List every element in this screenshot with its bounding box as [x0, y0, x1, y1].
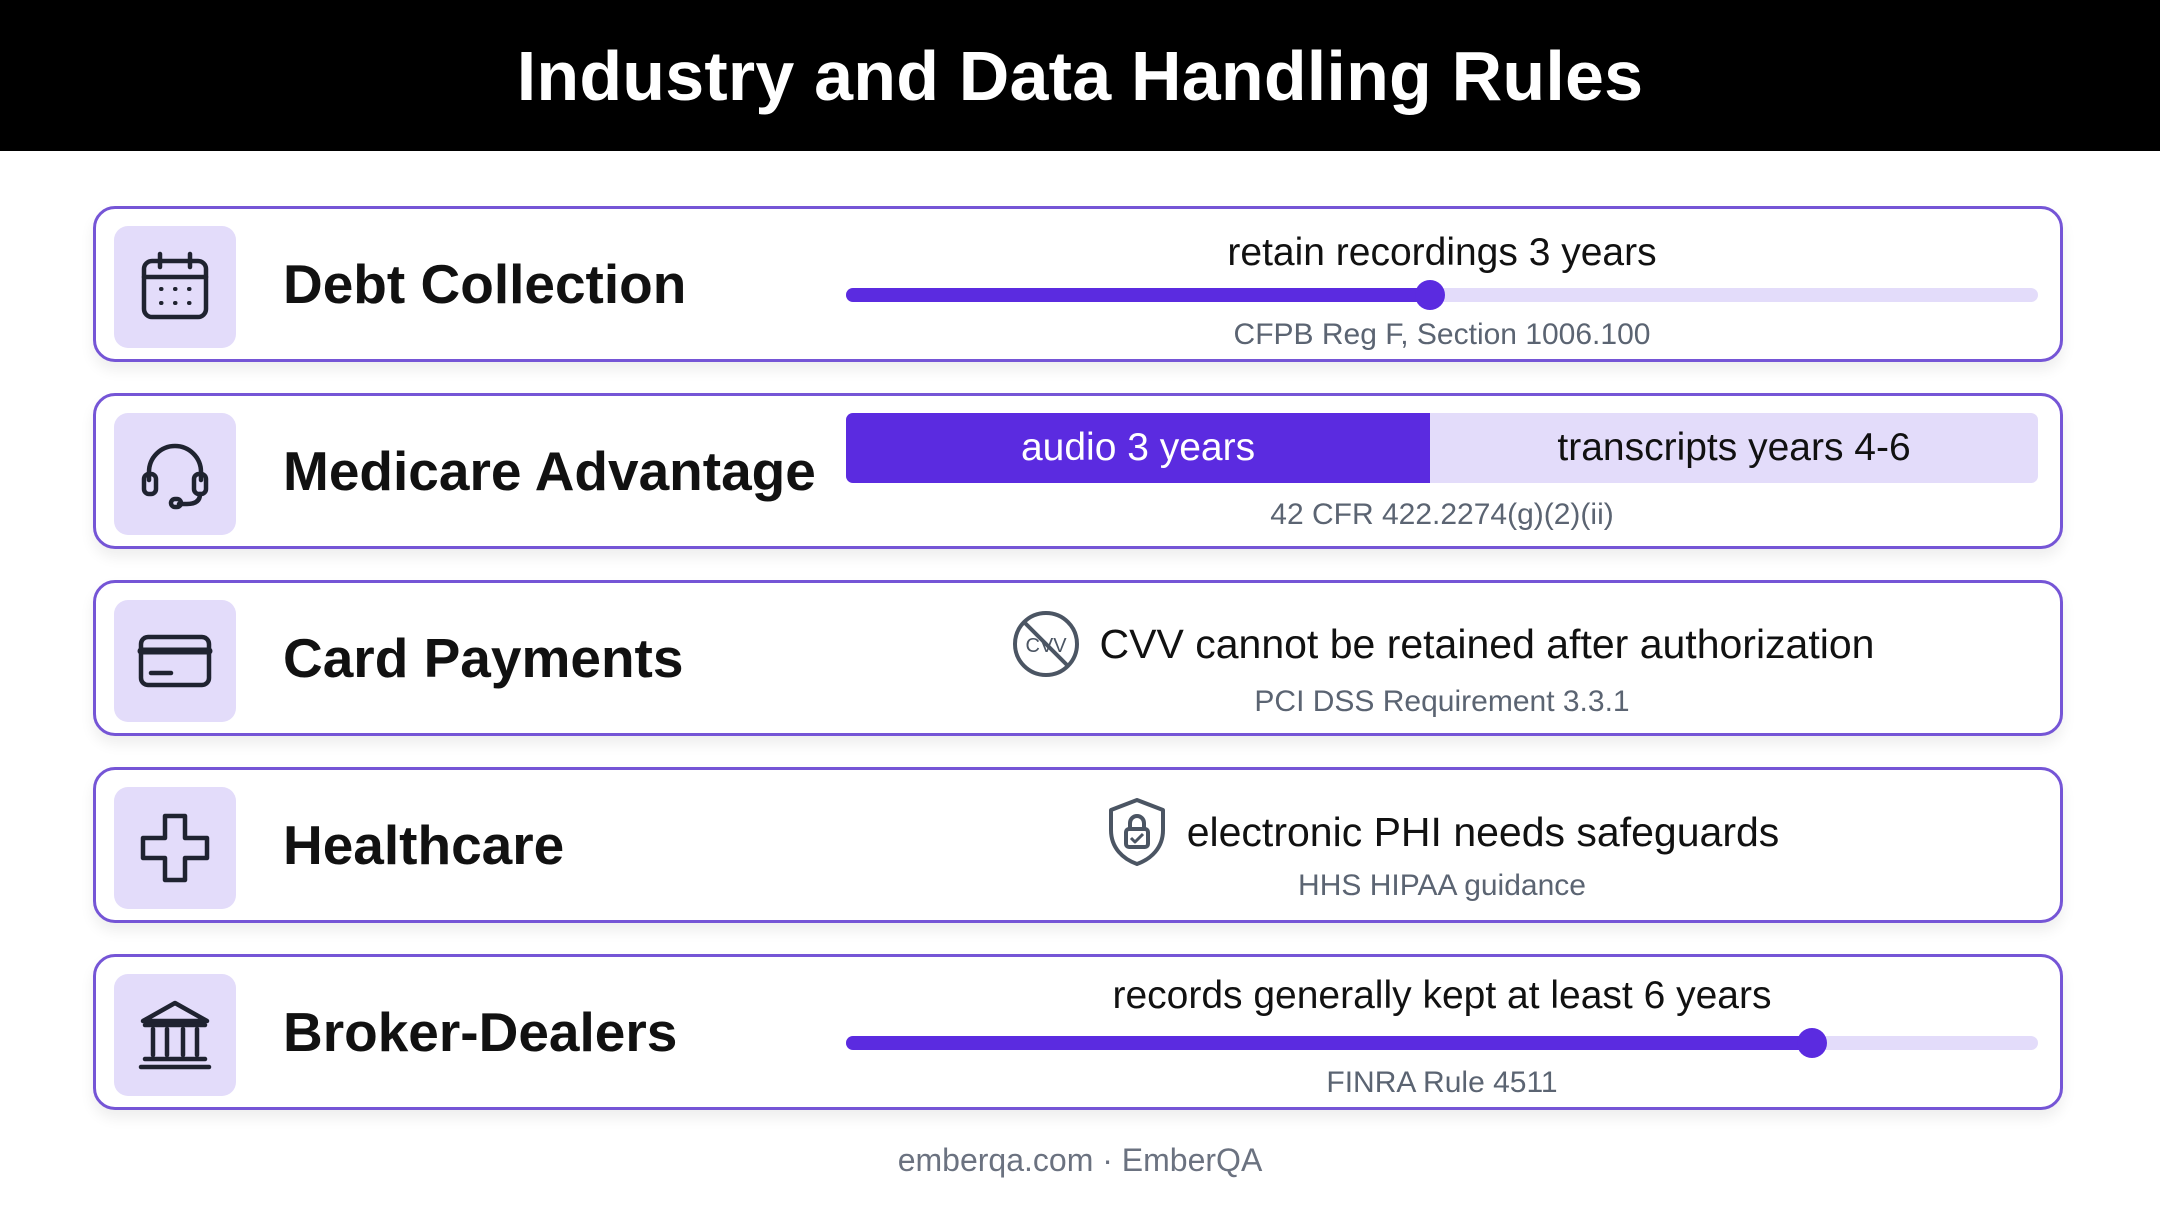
shield-lock-icon: [1108, 798, 1165, 866]
row-title: Debt Collection: [283, 253, 687, 315]
citation: FINRA Rule 4511: [1326, 1066, 1558, 1099]
bar-label: records generally kept at least 6 years: [1112, 974, 1772, 1017]
statement-panel: CVV CVV cannot be retained after authori…: [846, 583, 2038, 733]
progress-knob: [1415, 280, 1446, 310]
row-title: Broker-Dealers: [283, 1001, 678, 1063]
progress-track: [846, 1028, 2038, 1058]
row-title: Medicare Advantage: [283, 440, 816, 502]
statement-text: CVV cannot be retained after authorizati…: [1099, 620, 1875, 667]
statement-line: CVV CVV cannot be retained after authori…: [846, 609, 2038, 679]
rule-card-medicare-advantage: Medicare Advantage audio 3 years transcr…: [93, 393, 2063, 549]
citation: CFPB Reg F, Section 1006.100: [1233, 318, 1651, 351]
rule-card-debt-collection: Debt Collection retain recordings 3 year…: [93, 206, 2063, 362]
icon-tile: [114, 226, 236, 348]
progress-fill: [846, 288, 1431, 302]
bank-icon: [138, 1000, 212, 1070]
no-cvv-icon: CVV: [1012, 611, 1079, 677]
retention-split-panel: audio 3 years transcripts years 4-6 42 C…: [846, 396, 2038, 546]
segment-audio: audio 3 years: [846, 413, 1431, 483]
statement-text: electronic PHI needs safeguards: [1186, 808, 1780, 855]
split-bar: audio 3 years transcripts years 4-6: [846, 413, 2038, 483]
retention-bar-panel: retain recordings 3 years CFPB Reg F, Se…: [846, 209, 2038, 359]
progress-fill: [846, 1036, 1812, 1050]
rule-card-healthcare: Healthcare electronic PHI needs safeguar…: [93, 767, 2063, 923]
icon-tile: [114, 600, 236, 722]
calendar-icon: [141, 251, 209, 320]
statement-line: electronic PHI needs safeguards: [846, 797, 2038, 867]
rule-card-card-payments: Card Payments CVV CVV cannot be retained…: [93, 580, 2063, 736]
statement-panel: electronic PHI needs safeguards HHS HIPA…: [846, 770, 2038, 920]
bar-label: retain recordings 3 years: [1227, 231, 1657, 274]
row-title: Healthcare: [283, 814, 565, 876]
rule-card-broker-dealers: Broker-Dealers records generally kept at…: [93, 954, 2063, 1110]
credit-card-icon: [137, 634, 213, 688]
icon-tile: [114, 787, 236, 909]
retention-bar-panel: records generally kept at least 6 years …: [846, 957, 2038, 1107]
segment-transcripts: transcripts years 4-6: [1557, 426, 1911, 469]
citation: PCI DSS Requirement 3.3.1: [1254, 685, 1630, 718]
progress-knob: [1796, 1028, 1827, 1058]
footer-credit: emberqa.com · EmberQA: [897, 1142, 1263, 1178]
headset-icon: [141, 443, 209, 510]
progress-track: [846, 280, 2038, 310]
citation: 42 CFR 422.2274(g)(2)(ii): [1270, 498, 1614, 531]
header-bar: Industry and Data Handling Rules: [0, 0, 2160, 151]
citation: HHS HIPAA guidance: [1298, 869, 1586, 902]
page-title: Industry and Data Handling Rules: [516, 36, 1644, 115]
medical-cross-icon: [140, 813, 210, 883]
icon-tile: [114, 413, 236, 535]
icon-tile: [114, 974, 236, 1096]
row-title: Card Payments: [283, 627, 684, 689]
